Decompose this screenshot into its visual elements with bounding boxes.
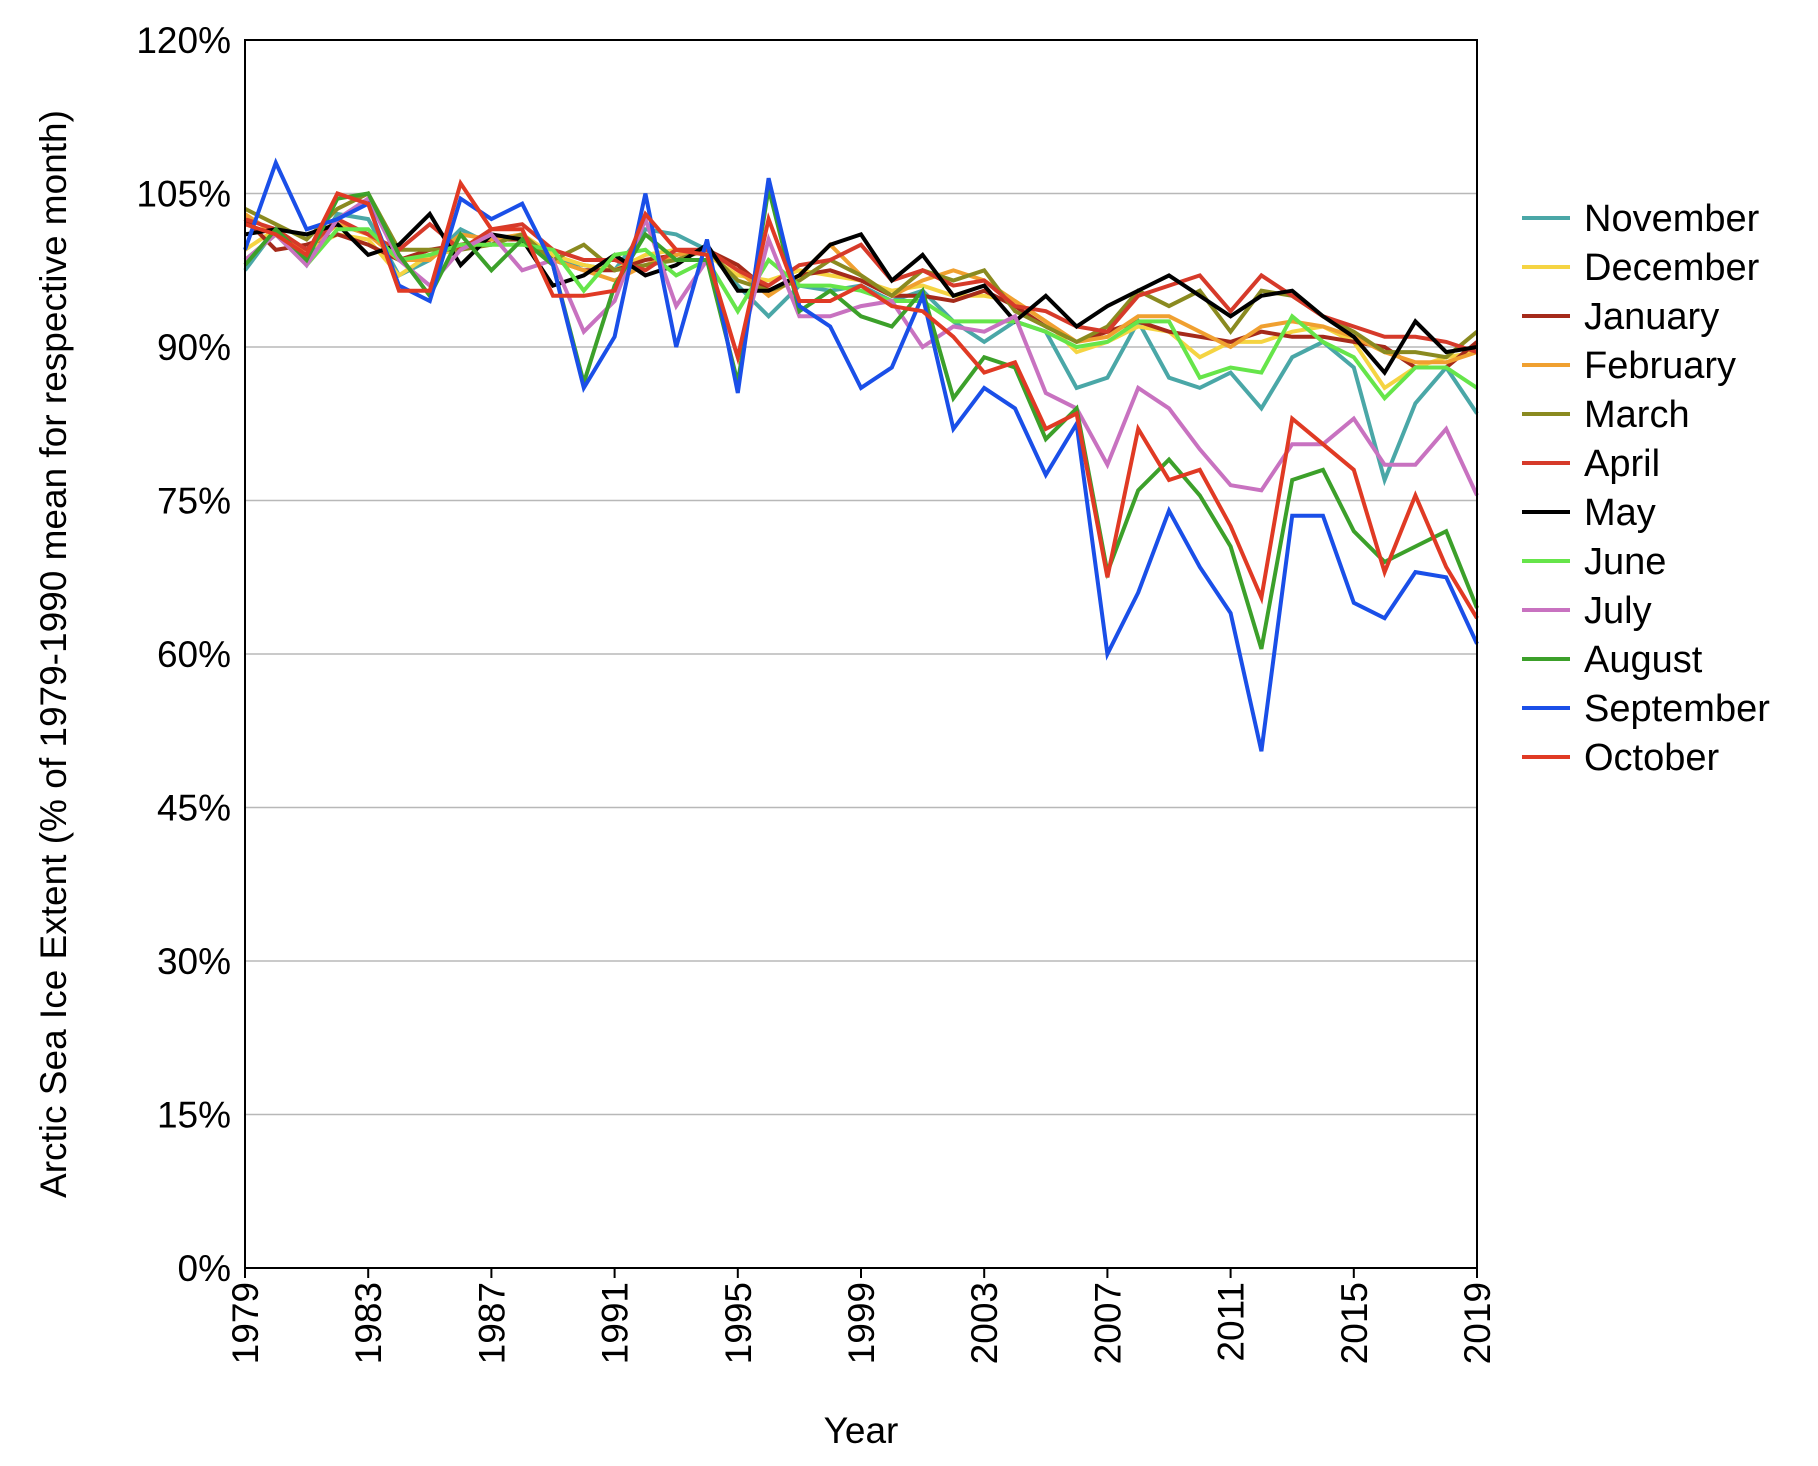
x-tick-label: 1983 [348, 1282, 389, 1364]
y-axis-title: Arctic Sea Ice Extent (% of 1979-1990 me… [33, 110, 74, 1198]
y-tick-label: 45% [157, 788, 231, 829]
series-line-july [243, 195, 1479, 497]
legend-label-march: March [1584, 394, 1690, 436]
legend-label-november: November [1584, 198, 1760, 240]
y-tick-label: 60% [157, 634, 231, 675]
x-tick-label: 1999 [841, 1282, 882, 1364]
x-axis-ticks: 1979 1983 1987 1991 1995 1999 2003 2007 2011 2015… [225, 1268, 1498, 1364]
y-tick-label: 105% [136, 174, 231, 215]
x-axis-title: Year [824, 1410, 899, 1451]
x-tick-label: 2003 [964, 1282, 1005, 1364]
y-tick-label: 30% [157, 941, 231, 982]
x-tick-label: 1991 [595, 1282, 636, 1364]
x-tick-label: 2015 [1334, 1282, 1375, 1364]
legend-label-september: September [1584, 688, 1770, 730]
x-tick-label: 2007 [1087, 1282, 1128, 1364]
legend-label-january: January [1584, 296, 1719, 338]
legend-label-june: June [1584, 541, 1666, 583]
series-line-october [244, 178, 1479, 620]
series-lines [243, 157, 1479, 752]
legend: November December January February March Apri… [1522, 198, 1770, 779]
series-line-august [243, 187, 1479, 650]
legend-label-december: December [1584, 247, 1760, 289]
y-tick-label: 0% [178, 1248, 231, 1289]
y-tick-label: 75% [157, 481, 231, 522]
legend-label-october: October [1584, 737, 1720, 779]
x-tick-label: 2011 [1211, 1282, 1252, 1362]
series-line-september [243, 157, 1479, 752]
series-line-june [243, 227, 1479, 402]
x-tick-label: 1987 [471, 1282, 512, 1364]
y-axis-ticks: 0% 15% 30% 45% 60% 75% 90% 105% 120% [136, 20, 231, 1289]
legend-label-may: May [1584, 492, 1656, 534]
series-line-april [244, 216, 1478, 354]
x-tick-label: 1979 [225, 1282, 266, 1364]
legend-label-august: August [1584, 639, 1703, 681]
legend-label-february: February [1584, 345, 1736, 387]
x-tick-label: 1995 [718, 1282, 759, 1364]
y-tick-label: 90% [157, 327, 231, 368]
y-tick-label: 120% [136, 20, 231, 61]
y-tick-label: 15% [157, 1095, 231, 1136]
gridlines [245, 192, 1477, 1116]
x-tick-label: 2019 [1457, 1282, 1498, 1364]
legend-label-july: July [1584, 590, 1652, 632]
legend-label-april: April [1584, 443, 1660, 485]
